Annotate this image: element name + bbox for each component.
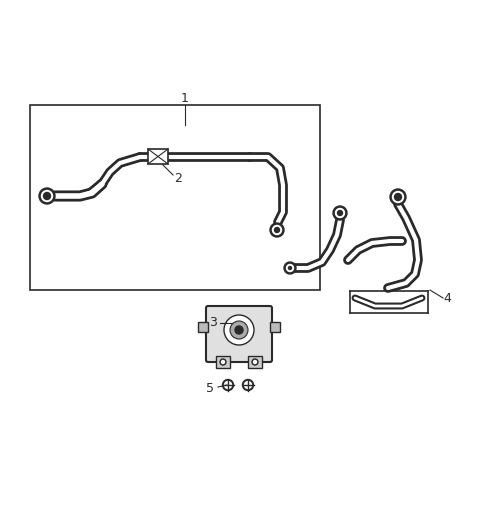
Bar	[30, 105, 320, 290]
Circle shape	[242, 379, 253, 391]
Text: 1: 1	[181, 92, 189, 104]
Circle shape	[44, 193, 50, 200]
Text: 5: 5	[206, 381, 214, 395]
Circle shape	[275, 227, 279, 232]
Circle shape	[235, 326, 243, 334]
Bar	[216, 356, 230, 368]
Circle shape	[393, 191, 404, 203]
FancyBboxPatch shape	[206, 306, 272, 362]
Circle shape	[284, 262, 296, 274]
Circle shape	[273, 225, 281, 234]
Bar	[270, 322, 280, 332]
Text: 3: 3	[209, 316, 217, 330]
Circle shape	[336, 208, 345, 218]
Bar	[148, 149, 168, 164]
Circle shape	[244, 381, 252, 389]
Circle shape	[230, 321, 248, 339]
Circle shape	[270, 223, 284, 237]
Circle shape	[337, 210, 343, 216]
Text: 4: 4	[443, 291, 451, 305]
Circle shape	[224, 315, 254, 345]
Circle shape	[223, 379, 233, 391]
Bar	[248, 356, 262, 368]
Bar	[198, 322, 208, 332]
Circle shape	[39, 188, 55, 204]
Circle shape	[41, 190, 52, 202]
Circle shape	[225, 381, 231, 389]
Circle shape	[252, 359, 258, 365]
Circle shape	[253, 360, 256, 364]
Circle shape	[395, 194, 401, 201]
Circle shape	[287, 265, 293, 271]
Text: 2: 2	[174, 172, 182, 184]
Circle shape	[288, 267, 291, 269]
Circle shape	[221, 360, 225, 364]
Circle shape	[333, 206, 347, 220]
Circle shape	[220, 359, 226, 365]
Circle shape	[390, 189, 406, 205]
